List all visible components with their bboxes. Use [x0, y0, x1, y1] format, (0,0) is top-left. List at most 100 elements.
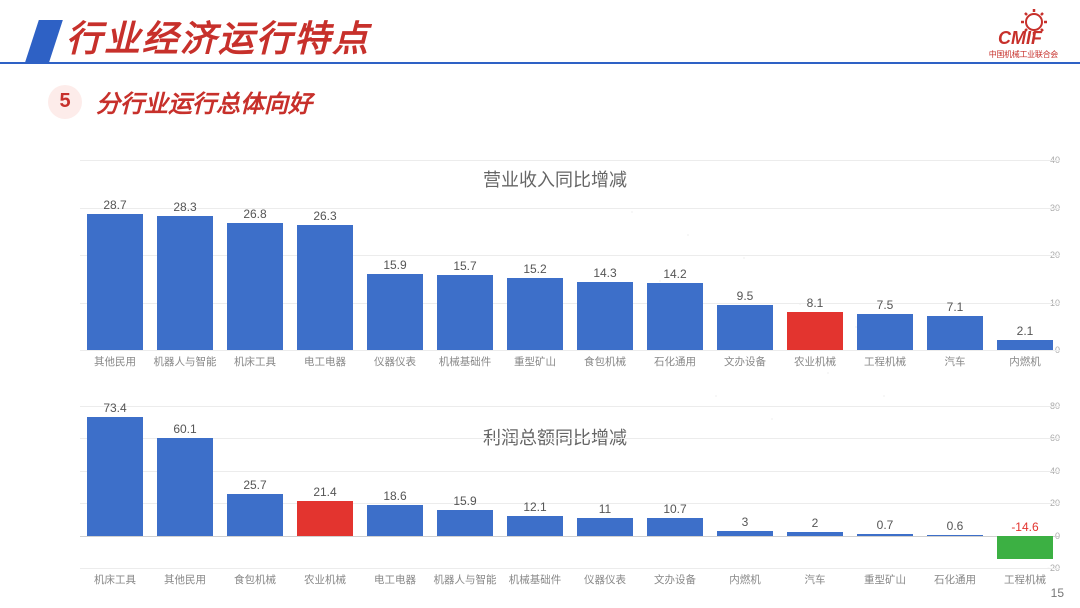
subheader: 5 分行业运行总体向好: [48, 84, 312, 119]
gridline: [80, 568, 1060, 569]
bar-slot: 8.1农业机械: [780, 160, 850, 350]
category-label: 重型矿山: [500, 354, 570, 369]
bar-slot: 3内燃机: [710, 406, 780, 568]
bar-slot: 0.6石化通用: [920, 406, 990, 568]
category-label: 内燃机: [990, 354, 1060, 369]
bar-slot: 9.5文办设备: [710, 160, 780, 350]
bar: [997, 536, 1053, 560]
chart-revenue-yoy: 营业收入同比增减 01020304028.7其他民用28.3机器人与智能26.8…: [50, 160, 1060, 350]
bar: [717, 305, 773, 350]
bar-value-label: 15.9: [360, 258, 430, 272]
bar-slot: 25.7食包机械: [220, 406, 290, 568]
bar: [927, 316, 983, 350]
page-title: 行业经济运行特点: [66, 10, 370, 62]
logo-subtext: 中国机械工业联合会: [989, 49, 1058, 60]
logo-text: CMIF: [998, 28, 1043, 48]
bar-value-label: 12.1: [500, 500, 570, 514]
bar-slot: 2.1内燃机: [990, 160, 1060, 350]
bar: [647, 518, 703, 535]
category-label: 机器人与智能: [430, 572, 500, 587]
title-accent: [25, 20, 63, 62]
bar-value-label: 2: [780, 516, 850, 530]
category-label: 电工电器: [290, 354, 360, 369]
category-label: 石化通用: [640, 354, 710, 369]
bar-value-label: 8.1: [780, 296, 850, 310]
bar-slot: 15.7机械基础件: [430, 160, 500, 350]
brand-logo: CMIF 中国机械工业联合会: [989, 8, 1058, 60]
bar-value-label: 28.3: [150, 200, 220, 214]
category-label: 农业机械: [780, 354, 850, 369]
bar-value-label: 14.3: [570, 266, 640, 280]
bar-value-label: 14.2: [640, 267, 710, 281]
bar-slot: 12.1机械基础件: [500, 406, 570, 568]
bar-slot: 14.3食包机械: [570, 160, 640, 350]
bar-slot: 15.9机器人与智能: [430, 406, 500, 568]
page-number: 15: [1051, 586, 1064, 600]
category-label: 文办设备: [710, 354, 780, 369]
bar-slot: 0.7重型矿山: [850, 406, 920, 568]
bar-slot: 15.2重型矿山: [500, 160, 570, 350]
chart-profit-yoy: 利润总额同比增减 -2002040608073.4机床工具60.1其他民用25.…: [50, 406, 1060, 568]
category-label: 仪器仪表: [360, 354, 430, 369]
category-label: 其他民用: [80, 354, 150, 369]
category-label: 仪器仪表: [570, 572, 640, 587]
category-label: 重型矿山: [850, 572, 920, 587]
cmif-gear-icon: CMIF: [994, 8, 1052, 48]
category-label: 农业机械: [290, 572, 360, 587]
category-label: 汽车: [920, 354, 990, 369]
bar-value-label: 18.6: [360, 489, 430, 503]
bar: [157, 216, 213, 350]
bar: [717, 531, 773, 536]
bar: [577, 282, 633, 350]
bar-slot: 14.2石化通用: [640, 160, 710, 350]
category-label: 机床工具: [80, 572, 150, 587]
category-label: 食包机械: [570, 354, 640, 369]
bar-value-label: 7.5: [850, 298, 920, 312]
bar-slot: -14.6工程机械: [990, 406, 1060, 568]
bar: [787, 312, 843, 350]
title-bar: 行业经济运行特点: [32, 10, 370, 62]
category-label: 汽车: [780, 572, 850, 587]
bar-value-label: 15.9: [430, 494, 500, 508]
bar: [857, 534, 913, 535]
bar-slot: 11仪器仪表: [570, 406, 640, 568]
bar: [577, 518, 633, 536]
bar: [997, 340, 1053, 350]
category-label: 文办设备: [640, 572, 710, 587]
bar-value-label: 11: [570, 502, 640, 516]
bar: [297, 225, 353, 350]
bar-slot: 2汽车: [780, 406, 850, 568]
category-label: 食包机械: [220, 572, 290, 587]
bar: [87, 214, 143, 350]
bar-slot: 15.9仪器仪表: [360, 160, 430, 350]
bar-slot: 10.7文办设备: [640, 406, 710, 568]
bar-slot: 21.4农业机械: [290, 406, 360, 568]
bar-value-label: 0.6: [920, 519, 990, 533]
bar: [367, 274, 423, 350]
bar: [927, 535, 983, 536]
section-title: 分行业运行总体向好: [96, 84, 312, 119]
bar-value-label: 26.3: [290, 209, 360, 223]
bar: [157, 438, 213, 535]
category-label: 机器人与智能: [150, 354, 220, 369]
category-label: 机械基础件: [500, 572, 570, 587]
bar: [87, 417, 143, 536]
gridline: [80, 350, 1060, 351]
bar-slot: 7.1汽车: [920, 160, 990, 350]
bar: [437, 510, 493, 536]
bar: [857, 314, 913, 350]
bar-value-label: 73.4: [80, 401, 150, 415]
bar-slot: 7.5工程机械: [850, 160, 920, 350]
bar: [227, 494, 283, 536]
bar-slot: 18.6电工电器: [360, 406, 430, 568]
bar: [507, 278, 563, 350]
category-label: 工程机械: [850, 354, 920, 369]
category-label: 电工电器: [360, 572, 430, 587]
bar-value-label: 9.5: [710, 289, 780, 303]
category-label: 石化通用: [920, 572, 990, 587]
bar-value-label: 15.2: [500, 262, 570, 276]
bar: [647, 283, 703, 350]
title-underline: [0, 62, 1080, 64]
bar-value-label: 3: [710, 515, 780, 529]
bar-value-label: -14.6: [990, 520, 1060, 534]
